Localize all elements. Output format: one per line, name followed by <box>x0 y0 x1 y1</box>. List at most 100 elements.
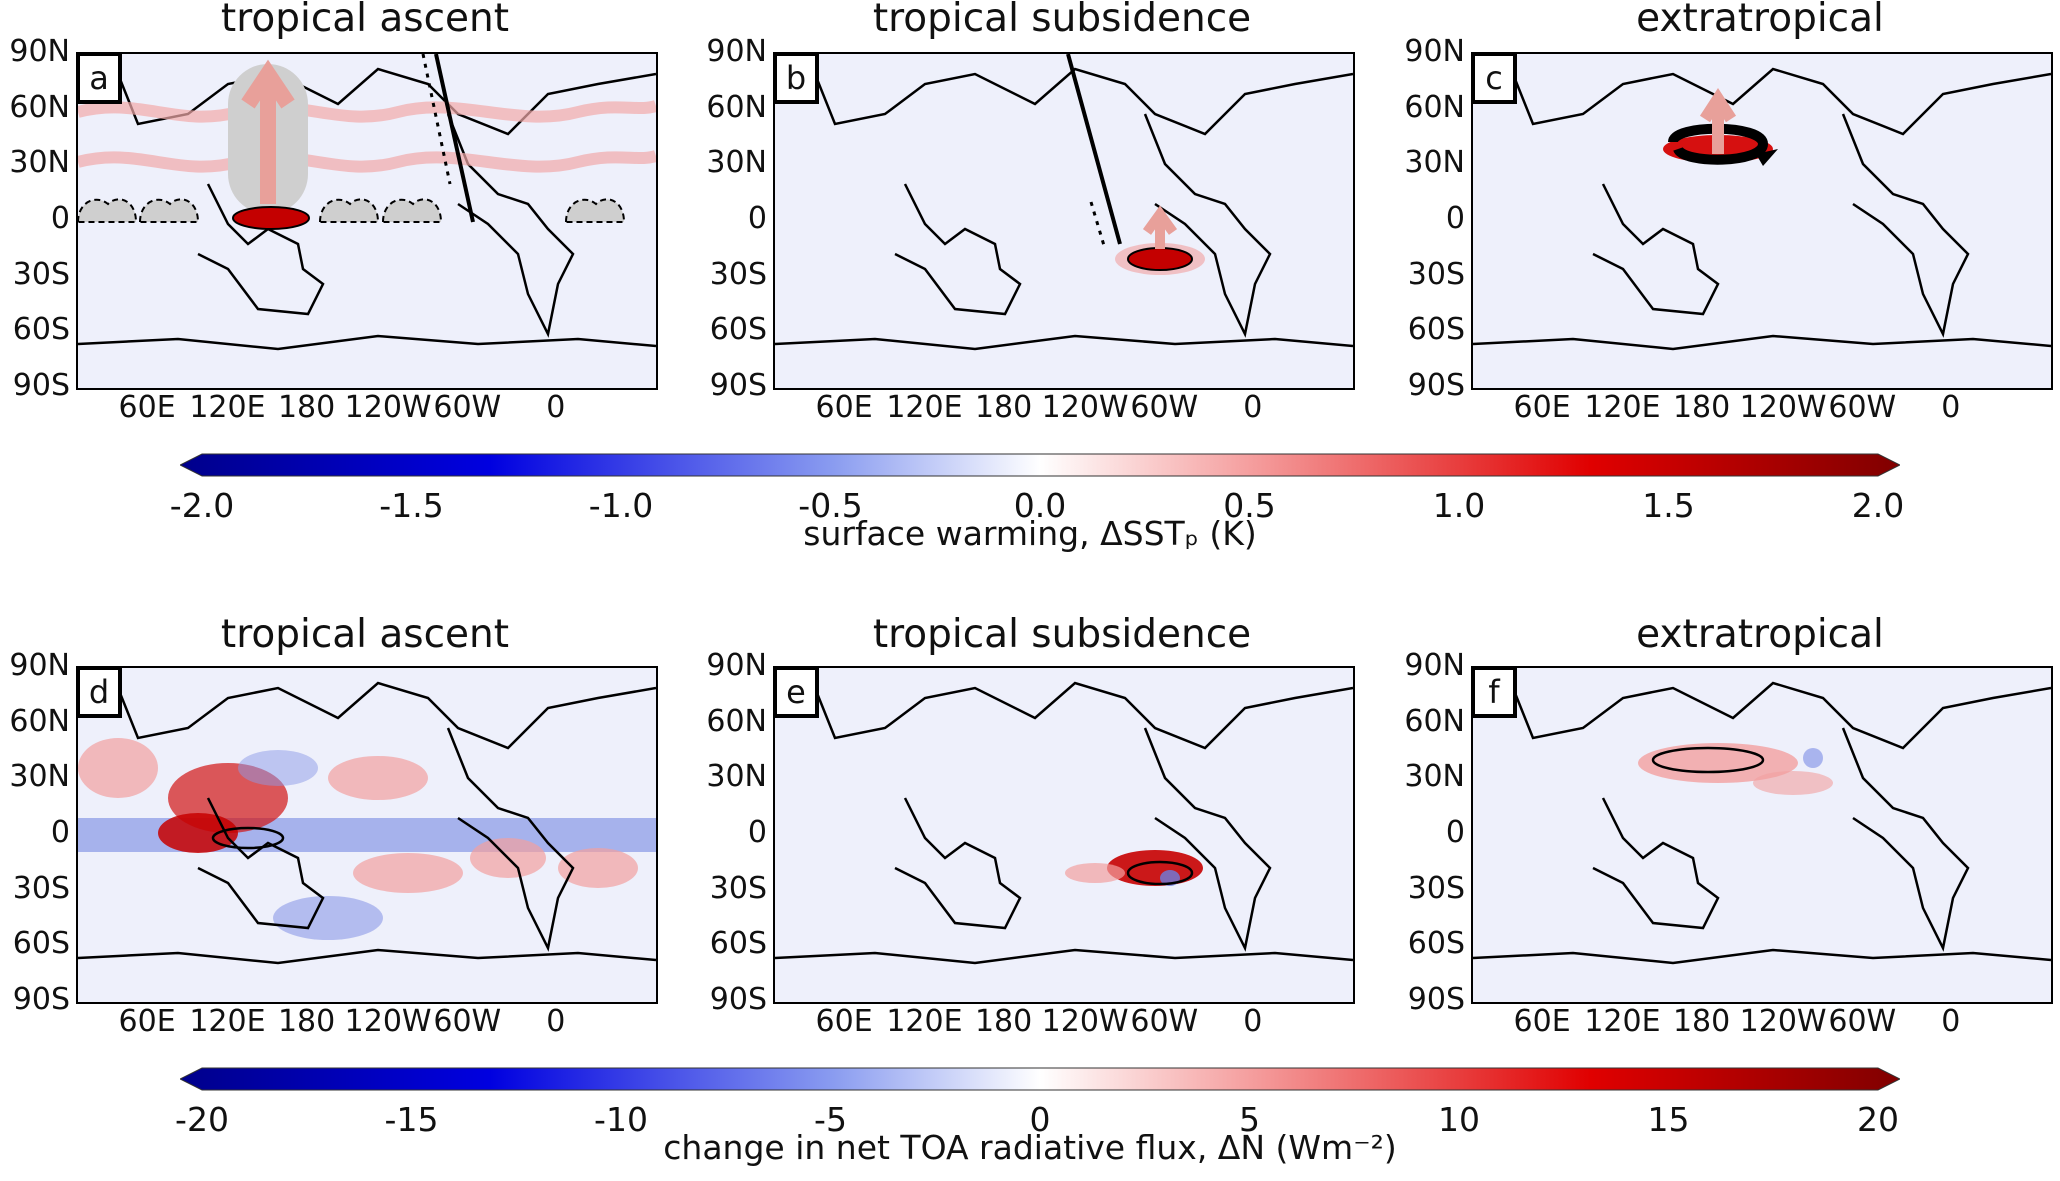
coast-north <box>1473 681 2051 750</box>
y-tick-label: 90N <box>9 34 70 69</box>
y-tick-label: 0 <box>50 201 70 236</box>
colorbar-tick-label: 1.0 <box>1432 486 1486 525</box>
positive-anomaly <box>328 756 428 800</box>
colorbar-tick-label: 0.0 <box>1013 486 1067 525</box>
panel-b-svg <box>775 54 1353 351</box>
panel-b-title: tropical subsidence <box>872 0 1252 41</box>
coast-north <box>775 681 1353 750</box>
panel-c-map: c <box>1471 52 2053 390</box>
y-tick-label: 30S <box>1407 256 1465 292</box>
x-tick-label: 60E <box>118 1004 176 1039</box>
cloud-icon <box>78 198 138 223</box>
y-tick-label: 30N <box>706 759 767 795</box>
colorbar-tick-label: 0.5 <box>1223 486 1276 525</box>
y-tick-label: 90N <box>9 648 70 683</box>
coast-antarctica <box>1473 334 2051 351</box>
coast-australia <box>197 183 325 316</box>
coast-americas <box>446 113 575 338</box>
y-tick-label: 30S <box>12 256 70 292</box>
y-tick-label: 60S <box>1407 312 1465 348</box>
x-tick-label: 120E <box>886 1004 963 1039</box>
coast-antarctica <box>775 948 1353 965</box>
y-tick-label: 0 <box>1445 201 1465 236</box>
coast-australia <box>1592 797 1720 930</box>
coast-north <box>78 67 656 136</box>
x-tick-label: 0 <box>1941 1004 1961 1039</box>
panel-c-title: extratropical <box>1636 0 1884 41</box>
y-tick-label: 30N <box>1404 145 1465 181</box>
positive-anomaly <box>558 848 638 888</box>
y-tick-label: 0 <box>50 815 70 850</box>
y-tick-label: 60S <box>12 926 70 962</box>
x-tick-label: 0 <box>1243 390 1263 425</box>
colorbar-tick-label: -0.5 <box>798 486 863 525</box>
colorbar-tick-label: 0 <box>1029 1100 1051 1139</box>
colorbar-bottom-label: change in net TOA radiative flux, ΔN (Wm… <box>663 1128 1397 1167</box>
x-tick-label: 120E <box>1584 1004 1661 1039</box>
circulation-icon <box>1668 123 1769 165</box>
x-tick-label: 0 <box>1941 390 1961 425</box>
coast-antarctica <box>1473 948 2051 965</box>
x-tick-label: 60E <box>1513 1004 1571 1039</box>
x-tick-label: 180 <box>974 390 1033 425</box>
panel-f-svg <box>1473 681 2051 965</box>
x-tick-label: 60W <box>1130 390 1199 425</box>
x-tick-label: 120W <box>1739 390 1827 425</box>
colorbar-tick-label: -2.0 <box>169 486 235 525</box>
y-tick-label: 60N <box>1404 89 1465 125</box>
colorbar-tick-label: -15 <box>384 1100 439 1139</box>
y-tick-label: 90S <box>12 368 70 403</box>
panel-e-svg <box>775 681 1353 965</box>
y-tick-label: 60S <box>709 312 767 348</box>
colorbar-bottom-svg <box>180 1067 1900 1091</box>
circulation-wave-lower <box>78 150 656 173</box>
panel-b-map: b <box>773 52 1355 390</box>
colorbar-top-svg <box>180 453 1900 477</box>
colorbar-tick-label: 15 <box>1647 1100 1690 1139</box>
positive-anomaly <box>1065 863 1125 883</box>
panel-e-title: tropical subsidence <box>872 612 1252 657</box>
y-tick-label: 30N <box>706 145 767 181</box>
ascent-arrow-icon <box>1699 87 1737 154</box>
x-tick-label: 120E <box>886 390 963 425</box>
y-tick-label: 90S <box>1407 368 1465 403</box>
coast-antarctica <box>78 334 656 351</box>
x-tick-label: 60E <box>815 390 873 425</box>
panel-d-title: tropical ascent <box>220 612 510 657</box>
y-tick-label: 30S <box>709 870 767 906</box>
x-tick-label: 60W <box>1130 1004 1199 1039</box>
coast-australia <box>894 183 1022 316</box>
coast-north <box>78 681 656 750</box>
colorbar-tick-label: 20 <box>1857 1100 1899 1139</box>
colorbar-top-label: surface warming, ΔSSTₚ (K) <box>803 514 1257 553</box>
x-tick-label: 60W <box>1828 390 1897 425</box>
forcing-region-outline <box>1651 746 1765 774</box>
x-tick-label: 120W <box>344 1004 432 1039</box>
forcing-region-outline <box>1126 860 1194 886</box>
coast-australia <box>1592 183 1720 316</box>
colorbar-tick-label: -10 <box>594 1100 648 1139</box>
negative-anomaly <box>238 750 318 786</box>
y-tick-label: 30N <box>9 145 70 181</box>
circulation-wave-upper <box>78 100 656 123</box>
panel-f-map: f <box>1471 666 2053 1004</box>
panel-a-label: a <box>78 54 122 104</box>
y-tick-label: 30S <box>1407 870 1465 906</box>
x-tick-label: 0 <box>546 390 566 425</box>
x-tick-label: 60W <box>1828 1004 1897 1039</box>
y-tick-label: 60S <box>709 926 767 962</box>
coast-americas <box>1143 727 1272 952</box>
panel-d-label: d <box>78 668 122 718</box>
x-tick-label: 60W <box>433 1004 502 1039</box>
panel-f-label: f <box>1473 668 1517 718</box>
coast-australia <box>197 797 325 930</box>
y-tick-label: 0 <box>747 815 767 850</box>
colorbar-tick-label: -1.5 <box>379 486 444 525</box>
x-tick-label: 180 <box>1672 1004 1731 1039</box>
cloud-icon <box>318 198 380 223</box>
y-tick-label: 30S <box>12 870 70 906</box>
coast-australia <box>894 797 1022 930</box>
colorbar-bottom <box>180 1066 1900 1092</box>
coast-americas <box>446 727 575 952</box>
y-tick-label: 90S <box>709 982 767 1017</box>
